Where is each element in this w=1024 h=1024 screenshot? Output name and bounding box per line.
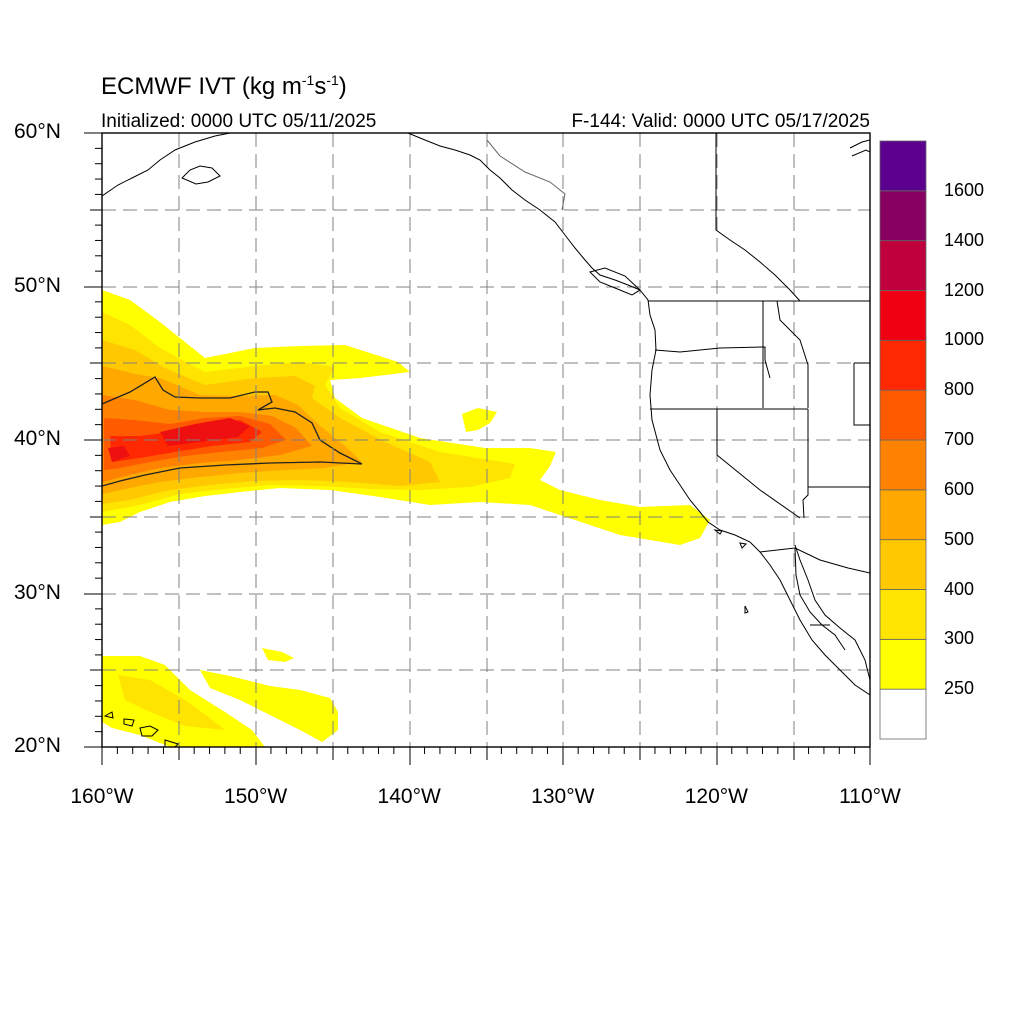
axis-ticks (84, 132, 871, 765)
map-title: ECMWF IVT (kg m-1s-1) (101, 72, 347, 100)
baja-outline (794, 547, 846, 651)
colorbar-label: 1400 (944, 229, 985, 250)
ivt-band-250-blob (462, 408, 497, 432)
colorbar-label: 1200 (944, 279, 985, 300)
kodiak-island (181, 165, 221, 185)
colorbar-swatch (879, 339, 927, 391)
colorbar-label: 600 (944, 478, 975, 499)
ivt-shading (102, 290, 710, 747)
ivt-band-300-south (118, 675, 225, 730)
colorbar-label: 250 (944, 678, 975, 699)
vancouver-island (589, 267, 641, 296)
valid-time-label: F-144: Valid: 0000 UTC 05/17/2025 (571, 111, 870, 132)
ivt-band-1000-core (160, 418, 250, 446)
colorbar-label: 500 (944, 528, 975, 549)
colorbar-swatch (879, 240, 927, 291)
hawaii-islands (103, 711, 179, 747)
ivt-500-contour (102, 376, 363, 487)
lat-label: 20°N (14, 734, 61, 757)
idaho-border (762, 300, 809, 408)
ne-corner-coast (849, 139, 870, 157)
lat-label: 40°N (14, 427, 61, 450)
nevada-utah-border (802, 409, 809, 519)
graticule (102, 133, 870, 747)
washington-oregon-border (654, 346, 771, 379)
gulf-of-alaska-coast (407, 133, 870, 696)
lon-label: 120°W (684, 785, 749, 808)
us-mexico-border (759, 547, 870, 574)
coastlines (102, 133, 870, 747)
alaska-canada-border (486, 139, 566, 211)
colorbar-label: 1000 (944, 329, 985, 350)
ivt-band-1000-core-west (108, 446, 130, 462)
colorbar-swatch (879, 140, 927, 192)
lat-label: 60°N (14, 120, 61, 143)
lon-label: 140°W (377, 785, 441, 808)
colorbar (879, 140, 927, 740)
colorbar-label: 700 (944, 429, 975, 449)
colorbar-label: 800 (944, 379, 975, 400)
california-nevada-border (716, 409, 801, 519)
colorbar-label: 300 (944, 628, 975, 649)
baja-gulf-coast (794, 544, 870, 681)
alaska-peninsula-coast (102, 133, 231, 197)
canada-province-border (715, 133, 801, 302)
utah-wyoming-border (808, 362, 870, 488)
lon-label: 110°W (839, 785, 901, 808)
state-borders (486, 133, 870, 651)
ivt-band-250-south-east (200, 670, 338, 742)
lon-label: 150°W (223, 785, 288, 808)
colorbar-label: 1600 (944, 179, 985, 200)
colorbar-label: 400 (944, 578, 975, 599)
colorbar-swatch (879, 190, 927, 242)
colorbar-swatch (879, 290, 927, 341)
colorbar-swatch (879, 439, 927, 491)
channel-islands (713, 529, 749, 614)
ivt-band-250-small (262, 648, 294, 662)
colorbar-swatch (879, 389, 927, 441)
colorbar-swatch (879, 638, 927, 690)
lat-label: 30°N (14, 580, 61, 604)
colorbar-swatch (879, 489, 927, 541)
colorbar-swatch (879, 688, 927, 740)
axis-minor-ticks (95, 147, 856, 754)
init-time-label: Initialized: 0000 UTC 05/11/2025 (101, 111, 377, 132)
lat-label: 50°N (14, 273, 61, 297)
colorbar-swatch (879, 589, 927, 640)
lon-label: 160°W (70, 785, 134, 808)
lon-label: 130°W (531, 785, 595, 808)
colorbar-swatch (879, 539, 927, 590)
